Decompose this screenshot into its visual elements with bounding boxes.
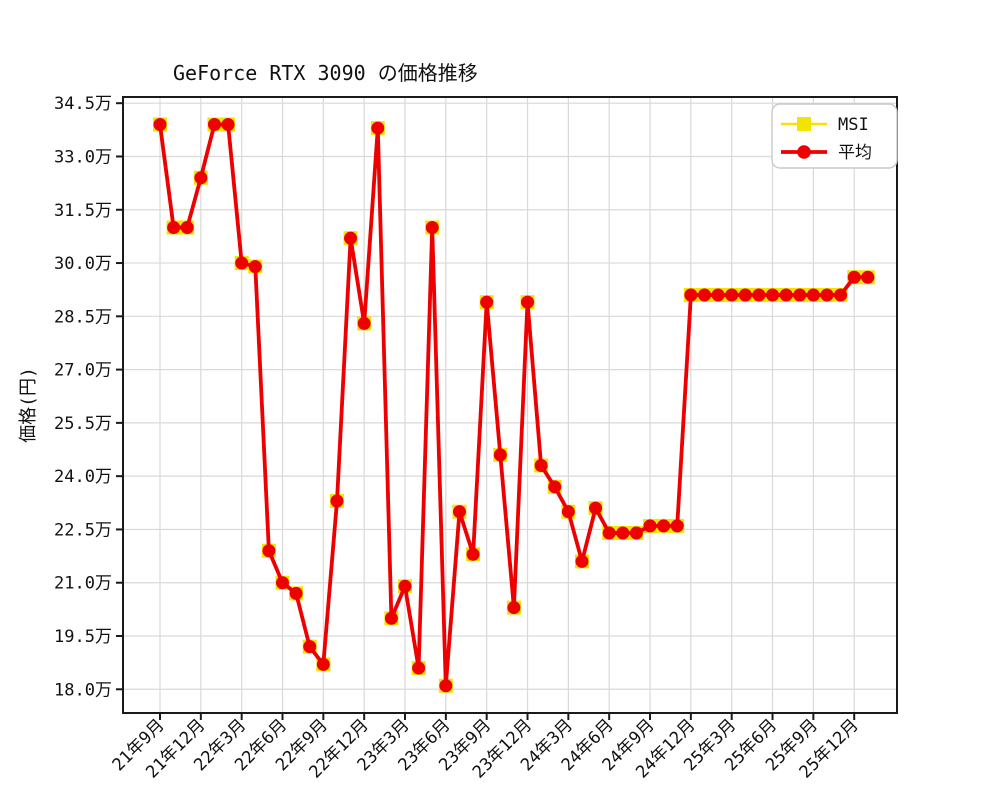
average-data-point	[316, 657, 330, 671]
average-data-point	[793, 288, 807, 302]
average-data-point	[861, 270, 875, 284]
average-data-point	[412, 661, 426, 675]
average-data-point	[725, 288, 739, 302]
y-axis-label: 価格(円)	[18, 367, 39, 443]
average-data-point	[738, 288, 752, 302]
y-tick-label: 24.0万	[54, 467, 112, 487]
average-data-point	[180, 221, 194, 235]
average-data-point	[303, 640, 317, 654]
average-data-point	[289, 586, 303, 600]
average-data-point	[616, 526, 630, 540]
y-tick-label: 28.5万	[54, 307, 112, 327]
y-tick-label: 18.0万	[54, 680, 112, 700]
average-data-point	[207, 118, 221, 132]
average-data-point	[670, 519, 684, 533]
legend-label-msi: MSI	[838, 115, 869, 135]
series-layer	[153, 117, 875, 693]
average-data-point	[684, 288, 698, 302]
average-data-point	[235, 256, 249, 270]
y-tick-label: 27.0万	[54, 361, 112, 381]
average-data-point	[575, 554, 589, 568]
legend-item-average: 平均	[781, 143, 872, 163]
y-axis: 18.0万 19.5万 21.0万 22.5万 24.0万 25.5万 27.0万 28.5万…	[54, 94, 123, 700]
average-data-point	[602, 526, 616, 540]
average-data-point	[167, 221, 181, 235]
plot-background	[123, 97, 897, 713]
average-data-point	[834, 288, 848, 302]
x-axis: 21年9月21年12月22年3月22年6月22年9月22年12月23年3月23年…	[109, 713, 863, 783]
average-data-point	[248, 260, 262, 274]
average-data-point	[466, 547, 480, 561]
average-data-point	[711, 288, 725, 302]
average-data-point	[847, 270, 861, 284]
y-tick-label: 22.5万	[54, 520, 112, 540]
legend-box	[771, 103, 898, 169]
legend-item-msi: MSI	[781, 115, 869, 135]
msi-square-marker	[797, 117, 811, 131]
average-data-point	[425, 221, 439, 235]
average-data-point	[480, 295, 494, 309]
average-data-point	[371, 121, 385, 135]
average-data-point	[194, 171, 208, 185]
average-data-point	[452, 505, 466, 519]
average-data-point	[344, 231, 358, 245]
average-data-point	[521, 295, 535, 309]
average-data-point	[806, 288, 820, 302]
average-data-point	[262, 544, 276, 558]
average-data-point	[779, 288, 793, 302]
average-data-point	[439, 679, 453, 693]
average-data-point	[398, 579, 412, 593]
average-data-point	[507, 601, 521, 615]
y-tick-label: 34.5万	[54, 94, 112, 114]
average-data-point	[384, 611, 398, 625]
legend-label-average: 平均	[838, 143, 872, 163]
average-data-point	[561, 505, 575, 519]
average-data-point	[548, 480, 562, 494]
y-tick-label: 33.0万	[54, 147, 112, 167]
y-tick-label: 21.0万	[54, 574, 112, 594]
y-tick-label: 19.5万	[54, 627, 112, 647]
grid	[123, 97, 897, 713]
average-data-point	[629, 526, 643, 540]
average-data-point	[643, 519, 657, 533]
plot-frame	[122, 96, 898, 714]
average-data-point	[766, 288, 780, 302]
y-tick-label: 25.5万	[54, 414, 112, 434]
average-data-point	[153, 118, 167, 132]
average-data-point	[330, 494, 344, 508]
chart-title: GeForce RTX 3090 の価格推移	[173, 61, 478, 85]
average-data-point	[534, 459, 548, 473]
average-circle-marker	[797, 145, 811, 159]
y-tick-label: 31.5万	[54, 201, 112, 221]
average-data-point	[357, 316, 371, 330]
average-data-point	[697, 288, 711, 302]
average-data-point	[493, 448, 507, 462]
average-data-point	[820, 288, 834, 302]
y-tick-label: 30.0万	[54, 254, 112, 274]
average-data-point	[752, 288, 766, 302]
legend: MSI 平均	[771, 103, 898, 169]
average-data-point	[589, 501, 603, 515]
average-data-point	[276, 576, 290, 590]
series-average	[153, 118, 875, 693]
average-data-point	[657, 519, 671, 533]
average-data-point	[221, 118, 235, 132]
